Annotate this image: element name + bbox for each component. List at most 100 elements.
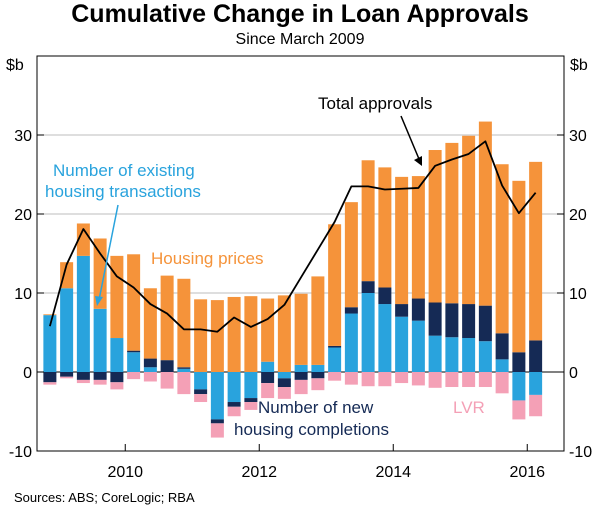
bar-lvr-8 xyxy=(177,372,191,395)
bar-new-0 xyxy=(43,372,57,383)
bar-prices-27 xyxy=(495,164,509,334)
y-tick-label-right: 10 xyxy=(569,286,587,303)
total-annotation-pointer xyxy=(400,115,420,160)
bar-new-1 xyxy=(60,372,74,377)
bar-existing-27 xyxy=(495,359,509,372)
bar-existing-28 xyxy=(512,372,526,401)
existing-annotation-line1: Number of existing xyxy=(53,161,195,180)
prices-annotation: Housing prices xyxy=(151,249,263,268)
bar-lvr-16 xyxy=(311,378,325,391)
bar-prices-13 xyxy=(261,298,275,362)
bar-existing-14 xyxy=(277,372,291,379)
bar-prices-7 xyxy=(160,275,174,361)
x-tick-label: 2016 xyxy=(509,464,545,481)
bar-existing-10 xyxy=(210,372,224,420)
bar-lvr-21 xyxy=(395,372,409,384)
bar-prices-28 xyxy=(512,180,526,353)
chart-subtitle: Since March 2009 xyxy=(235,31,365,48)
new-annotation-line2: housing completions xyxy=(234,420,389,439)
bar-lvr-0 xyxy=(43,382,57,385)
bar-new-20 xyxy=(378,287,392,305)
bar-new-23 xyxy=(428,302,442,336)
y-tick-label-right: 20 xyxy=(569,207,587,224)
bar-lvr-14 xyxy=(277,387,291,399)
bar-lvr-24 xyxy=(445,372,459,388)
total-annotation-arrowhead xyxy=(414,156,422,166)
bar-new-17 xyxy=(328,345,342,348)
bar-prices-29 xyxy=(529,161,543,341)
bar-new-6 xyxy=(143,358,157,368)
bar-existing-12 xyxy=(244,372,258,399)
bar-new-15 xyxy=(294,372,308,380)
bar-prices-17 xyxy=(328,224,342,346)
bar-existing-25 xyxy=(462,338,476,372)
existing-annotation-pointer xyxy=(98,204,119,301)
bar-existing-8 xyxy=(177,368,191,372)
bar-lvr-25 xyxy=(462,372,476,388)
bar-lvr-7 xyxy=(160,372,174,389)
bar-lvr-27 xyxy=(495,372,509,394)
bar-lvr-18 xyxy=(344,372,358,385)
bar-existing-3 xyxy=(93,308,107,372)
bar-lvr-29 xyxy=(529,394,543,417)
bar-existing-4 xyxy=(110,338,124,372)
bar-lvr-28 xyxy=(512,400,526,420)
bar-existing-18 xyxy=(344,313,358,372)
bar-existing-2 xyxy=(76,255,90,372)
bar-lvr-17 xyxy=(328,372,342,381)
bar-prices-1 xyxy=(60,262,74,289)
bar-new-24 xyxy=(445,303,459,338)
bar-new-16 xyxy=(311,372,325,379)
bar-prices-14 xyxy=(277,295,291,372)
bar-existing-24 xyxy=(445,337,459,372)
bar-existing-20 xyxy=(378,304,392,372)
bar-prices-9 xyxy=(194,299,208,372)
right-unit-label: $b xyxy=(570,57,588,74)
bar-existing-23 xyxy=(428,335,442,372)
bar-existing-16 xyxy=(311,364,325,372)
bar-prices-10 xyxy=(210,300,224,372)
bar-existing-22 xyxy=(411,320,425,372)
bar-new-2 xyxy=(76,372,90,380)
x-tick-label: 2010 xyxy=(107,464,143,481)
plot-frame xyxy=(36,55,565,452)
bar-prices-21 xyxy=(395,176,409,305)
bar-new-10 xyxy=(210,419,224,424)
chart-title: Cumulative Change in Loan Approvals xyxy=(71,0,529,28)
bar-existing-5 xyxy=(127,352,141,372)
bar-existing-15 xyxy=(294,364,308,372)
bar-lvr-20 xyxy=(378,372,392,387)
existing-annotation-arrowhead xyxy=(95,296,103,306)
bar-new-12 xyxy=(244,398,258,403)
bar-new-7 xyxy=(160,360,174,372)
lvr-annotation: LVR xyxy=(453,398,485,417)
bar-new-22 xyxy=(411,298,425,321)
bar-new-9 xyxy=(194,389,208,395)
bar-lvr-13 xyxy=(261,383,275,399)
source-note: Sources: ABS; CoreLogic; RBA xyxy=(14,490,195,505)
new-annotation-line1: Number of new xyxy=(258,398,374,417)
x-tick-label: 2012 xyxy=(241,464,277,481)
y-tick-label-left: 10 xyxy=(14,286,32,303)
existing-annotation-line2: housing transactions xyxy=(45,182,201,201)
bar-prices-11 xyxy=(227,296,241,372)
bar-lvr-5 xyxy=(127,372,141,380)
y-tick-label-right: 0 xyxy=(569,365,578,382)
bar-new-19 xyxy=(361,281,375,293)
bar-new-29 xyxy=(529,340,543,372)
bar-new-28 xyxy=(512,352,526,372)
bar-lvr-1 xyxy=(60,376,74,379)
y-tick-label-left: 20 xyxy=(14,207,32,224)
bar-new-5 xyxy=(127,350,141,353)
bar-new-27 xyxy=(495,333,509,360)
bar-lvr-9 xyxy=(194,394,208,403)
bar-existing-6 xyxy=(143,367,157,372)
total-approvals-line xyxy=(49,140,537,333)
bar-prices-15 xyxy=(294,293,308,365)
bar-prices-0 xyxy=(43,314,57,316)
bar-existing-0 xyxy=(43,315,57,372)
bar-prices-22 xyxy=(411,176,425,299)
y-tick-label-left: -10 xyxy=(9,444,32,461)
bar-prices-19 xyxy=(361,160,375,282)
